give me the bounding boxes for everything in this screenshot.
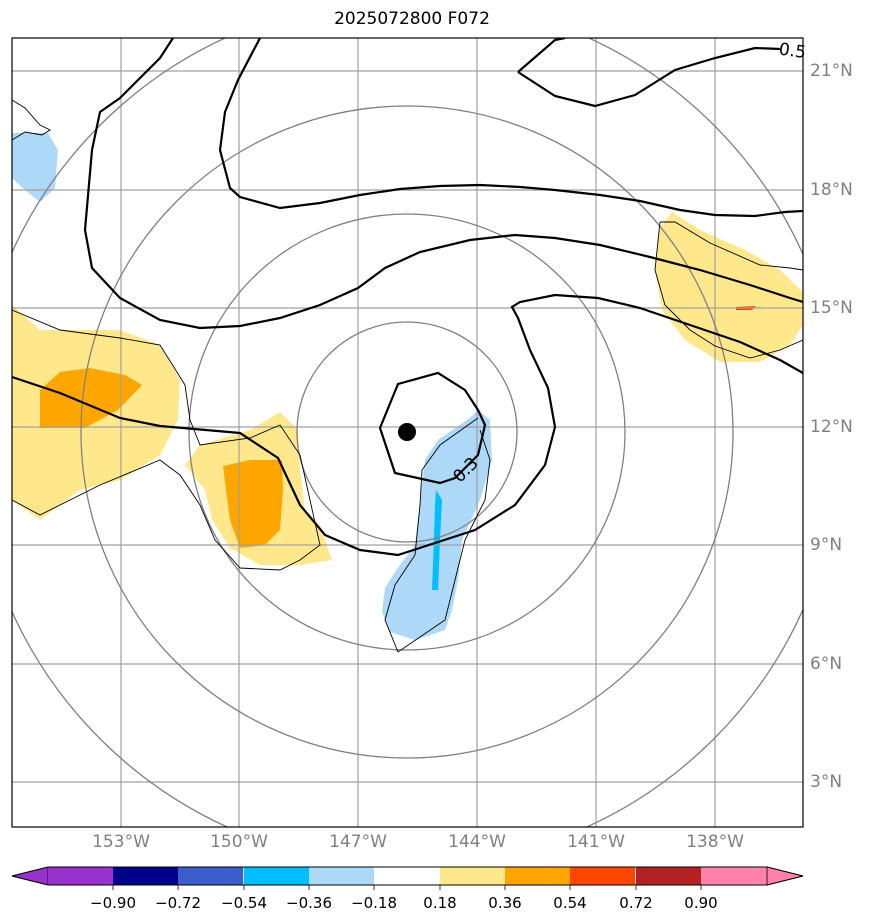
colorbar-tick-label: 0.18	[423, 894, 457, 912]
lon-label-153w: 153°W	[92, 832, 150, 852]
colorbar-bin	[701, 867, 767, 885]
contour-inner	[378, 371, 487, 485]
lat-label-3n: 3°N	[810, 772, 843, 792]
contour-label-ne: 0.5	[778, 40, 808, 64]
contour-lines	[12, 38, 803, 557]
fill-orange-west	[40, 368, 142, 428]
colorbar-tick-label: 0.90	[684, 894, 718, 912]
colorbar-bin	[440, 867, 506, 885]
contour-spiral	[12, 293, 803, 557]
range-rings	[12, 38, 803, 827]
shading-fills	[12, 133, 803, 640]
fill-yellow-east	[655, 212, 803, 362]
lat-label-12n: 12°N	[810, 417, 853, 437]
colorbar-bin	[48, 867, 114, 885]
fill-cyan-south	[432, 490, 442, 590]
colorbar-tick-label: −0.18	[351, 894, 397, 912]
colorbar-tick-label: 0.72	[619, 894, 653, 912]
colorbar-over-arrow	[766, 866, 804, 886]
colorbar-outline	[11, 866, 804, 886]
lon-label-150w: 150°W	[210, 832, 268, 852]
map-frame	[11, 37, 804, 828]
lat-label-6n: 6°N	[810, 654, 843, 674]
contour-ne	[517, 46, 781, 108]
colorbar-tick-label: −0.54	[221, 894, 267, 912]
colorbar-bin	[113, 867, 179, 885]
map-title: 2025072800 F072	[334, 9, 490, 29]
colorbar-tick-label: −0.72	[155, 894, 201, 912]
colorbar-tick-label: 0.54	[553, 894, 587, 912]
fill-blue-nw	[12, 133, 58, 202]
storm-center-marker	[398, 423, 416, 441]
lon-label-144w: 144°W	[448, 832, 506, 852]
colorbar-tick-label: −0.90	[90, 894, 136, 912]
lat-label-15n: 15°N	[810, 298, 853, 318]
colorbar-bin	[244, 867, 310, 885]
contour-north	[218, 38, 803, 218]
fill-orange-center	[223, 460, 283, 548]
colorbar-bin	[505, 867, 571, 885]
colorbar-bin	[636, 867, 702, 885]
graticule	[12, 38, 803, 827]
colorbar-tick-label: −0.36	[286, 894, 332, 912]
lon-label-141w: 141°W	[567, 832, 625, 852]
colorbar-bin	[570, 867, 636, 885]
colorbar-bin	[178, 867, 244, 885]
lon-label-147w: 147°W	[329, 832, 387, 852]
contour-ne-top	[517, 38, 566, 73]
colorbar-bin	[309, 867, 375, 885]
colorbar	[11, 866, 804, 890]
lat-label-18n: 18°N	[810, 180, 853, 200]
lon-label-138w: 138°W	[686, 832, 744, 852]
colorbar-bin	[374, 867, 440, 885]
lat-label-21n: 21°N	[810, 61, 853, 81]
colorbar-under-arrow	[11, 866, 49, 886]
contour-mid	[83, 38, 803, 330]
lat-label-9n: 9°N	[810, 535, 843, 555]
colorbar-tick-label: 0.36	[488, 894, 522, 912]
